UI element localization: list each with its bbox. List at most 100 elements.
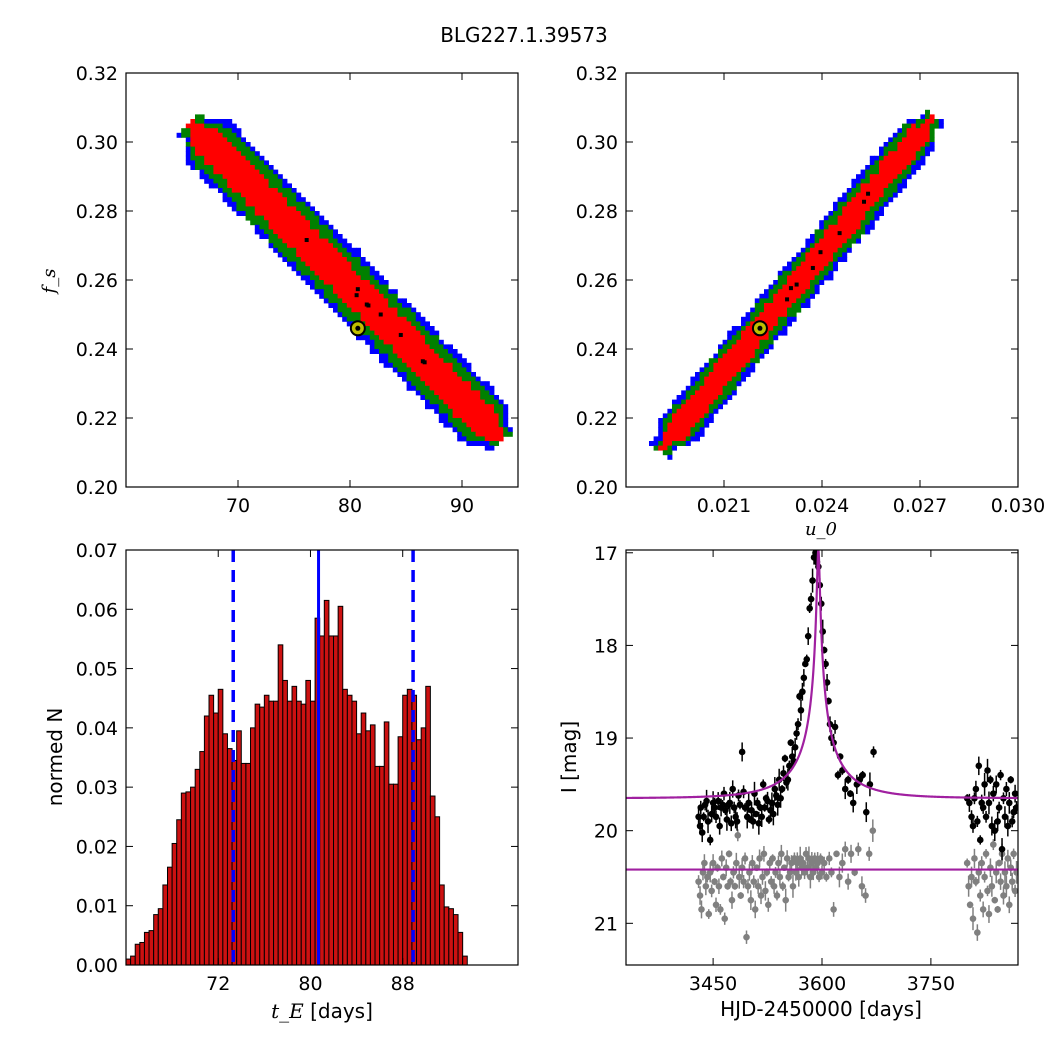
u0-fs-cell: [782, 298, 788, 304]
te-fs-cell: [420, 316, 426, 322]
te-fs-cell: [277, 201, 283, 207]
te-fs-cell: [425, 326, 430, 331]
te-fs-cell: [259, 183, 265, 189]
te-fs-sample-point: [355, 287, 360, 292]
u0-fs-cell: [695, 431, 700, 437]
te-fs-cell: [291, 220, 297, 226]
te-fs-cell: [406, 326, 412, 331]
te-fs-cell: [452, 349, 458, 354]
te-fs-cell: [218, 128, 223, 134]
u0-fs-cell: [727, 390, 733, 396]
te-fs-y-tick-label: 0.26: [76, 270, 118, 292]
u0-fs-cell: [846, 215, 852, 221]
u0-fs-cell: [883, 183, 889, 189]
te-fs-cell: [291, 224, 297, 230]
u0-fs-cell: [745, 353, 751, 359]
te-fs-cell: [489, 395, 495, 400]
u0-fs-cell: [892, 178, 898, 184]
te-fs-cell: [245, 178, 251, 184]
u0-fs-cell: [828, 211, 834, 216]
te-fs-cell: [204, 165, 210, 170]
u0-fs-cell: [718, 353, 723, 359]
te-fs-cell: [438, 385, 444, 391]
u0-fs-cell: [805, 284, 811, 290]
te-fs-cell: [222, 137, 228, 143]
u0-fs-cell: [915, 155, 921, 161]
u0-fs-cell: [731, 353, 737, 359]
te-fs-cell: [282, 201, 288, 207]
te-fs-cell: [360, 266, 366, 272]
te-fs-cell: [287, 238, 292, 244]
light-curve-point-secondary: [735, 873, 743, 881]
u0-fs-cell: [828, 275, 834, 281]
te-fs-cell: [254, 188, 260, 193]
te-fs-cell: [287, 188, 292, 193]
u0-fs-cell: [736, 353, 742, 359]
light-curve-point-secondary: [994, 906, 1001, 913]
te-fs-cell: [457, 381, 463, 387]
u0-fs-cell: [791, 257, 797, 262]
u0-fs-cell: [814, 257, 820, 262]
te-fs-cell: [360, 335, 366, 341]
u0-fs-cell: [676, 404, 682, 410]
light-curve-point-secondary: [770, 882, 778, 890]
te-fs-cell: [245, 197, 251, 203]
u0-fs-cell: [736, 381, 742, 387]
u0-fs-cell: [902, 123, 907, 129]
u0-fs-cell: [727, 353, 733, 359]
histogram-bar: [309, 700, 316, 966]
te-fs-cell: [388, 339, 394, 345]
te-fs-cell: [254, 220, 260, 226]
te-fs-cell: [199, 114, 205, 120]
te-fs-cell: [457, 376, 463, 382]
te-fs-cell: [374, 303, 380, 308]
te-fs-cell: [323, 284, 329, 290]
te-fs-cell: [337, 293, 343, 299]
u0-fs-cell: [722, 349, 728, 354]
u0-fs-cell: [727, 330, 733, 336]
u0-fs-cell: [690, 376, 696, 382]
u0-fs-cell: [777, 293, 783, 299]
te-fs-cell: [342, 307, 348, 313]
te-fs-cell: [457, 431, 463, 437]
light-curve-point-secondary: [764, 901, 772, 909]
light-curve-point: [975, 762, 983, 770]
u0-fs-sample-point: [837, 231, 842, 236]
u0-fs-cell: [823, 215, 829, 221]
te-fs-cell: [415, 376, 421, 382]
te-fs-cell: [411, 385, 417, 391]
u0-fs-cell: [874, 174, 880, 180]
u0-fs-cell: [773, 335, 779, 341]
u0-fs-cell: [704, 399, 710, 405]
light-curve-point-secondary: [715, 882, 723, 890]
u0-fs-cell: [925, 119, 930, 124]
te-fs-cell: [374, 298, 380, 304]
u0-fs-cell: [837, 238, 843, 244]
light-curve-point-secondary: [775, 859, 782, 867]
te-fs-cell: [411, 330, 417, 336]
u0-fs-cell: [704, 367, 710, 373]
te-fs-cell: [259, 215, 265, 221]
te-fs-cell: [319, 252, 325, 258]
te-fs-cell: [204, 160, 210, 166]
te-fs-cell: [443, 413, 449, 419]
u0-fs-cell: [791, 293, 797, 299]
u0-fs-cell: [879, 188, 884, 193]
te-fs-cell: [305, 215, 311, 221]
te-fs-cell: [254, 160, 260, 166]
te-fs-cell: [369, 321, 375, 327]
te-fs-cell: [392, 293, 398, 299]
te-fs-cell: [466, 408, 472, 414]
te-fs-cell: [245, 206, 251, 212]
u0-fs-cell: [695, 418, 700, 423]
u0-fs-cell: [681, 408, 687, 414]
light-curve-point: [968, 813, 975, 821]
te-fs-cell: [457, 427, 463, 433]
te-fs-cell: [466, 413, 472, 419]
te-fs-cell: [300, 224, 306, 230]
u0-fs-cell: [681, 404, 687, 410]
u0-fs-cell: [805, 270, 811, 276]
u0-fs-cell: [837, 211, 843, 216]
light-curve-point: [1013, 804, 1018, 811]
te-fs-cell: [277, 188, 283, 193]
